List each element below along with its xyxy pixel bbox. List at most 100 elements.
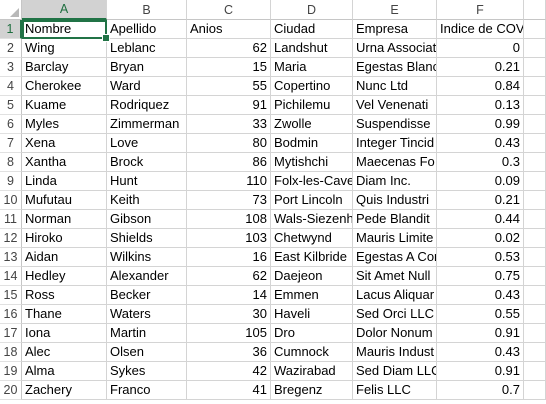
cell-apellido[interactable]: Wilkins [107, 248, 187, 267]
cell-empty[interactable] [524, 267, 546, 286]
cell-nombre[interactable]: Xena [22, 134, 107, 153]
row-header[interactable]: 16 [0, 305, 22, 324]
cell-nombre[interactable]: Ross [22, 286, 107, 305]
row-header[interactable]: 17 [0, 324, 22, 343]
cell-nombre[interactable]: Mufutau [22, 191, 107, 210]
cell-ciudad[interactable]: Wazirabad [271, 362, 353, 381]
cell-ciudad[interactable]: Haveli [271, 305, 353, 324]
row-header[interactable]: 14 [0, 267, 22, 286]
cell-empresa[interactable]: Egestas Blanc [353, 58, 437, 77]
cell-apellido[interactable]: Rodriquez [107, 96, 187, 115]
cell-anios[interactable]: 16 [187, 248, 271, 267]
column-header-d[interactable]: D [271, 0, 353, 20]
cell-e1-empresa-header[interactable]: Empresa [353, 20, 437, 39]
cell-nombre[interactable]: Linda [22, 172, 107, 191]
cell-nombre[interactable]: Barclay [22, 58, 107, 77]
cell-apellido[interactable]: Ward [107, 77, 187, 96]
cell-indice[interactable]: 0.55 [437, 305, 524, 324]
fill-handle[interactable] [102, 34, 110, 42]
column-header-c[interactable]: C [187, 0, 271, 20]
cell-ciudad[interactable]: Port Lincoln [271, 191, 353, 210]
cell-anios[interactable]: 42 [187, 362, 271, 381]
column-header-a[interactable]: A [22, 0, 107, 20]
cell-apellido[interactable]: Leblanc [107, 39, 187, 58]
row-header[interactable]: 8 [0, 153, 22, 172]
row-header[interactable]: 3 [0, 58, 22, 77]
column-header-b[interactable]: B [107, 0, 187, 20]
cell-c1-anios-header[interactable]: Anios [187, 20, 271, 39]
row-header[interactable]: 13 [0, 248, 22, 267]
cell-ciudad[interactable]: Wals-Siezenh [271, 210, 353, 229]
cell-apellido[interactable]: Martin [107, 324, 187, 343]
cell-anios[interactable]: 15 [187, 58, 271, 77]
cell-indice[interactable]: 0.13 [437, 96, 524, 115]
cell-empresa[interactable]: Sit Amet Null [353, 267, 437, 286]
cell-ciudad[interactable]: Daejeon [271, 267, 353, 286]
cell-apellido[interactable]: Sykes [107, 362, 187, 381]
cell-empty[interactable] [524, 248, 546, 267]
cell-ciudad[interactable]: Bodmin [271, 134, 353, 153]
cell-ciudad[interactable]: Zwolle [271, 115, 353, 134]
row-header[interactable]: 7 [0, 134, 22, 153]
cell-nombre[interactable]: Iona [22, 324, 107, 343]
row-header[interactable]: 15 [0, 286, 22, 305]
cell-empresa[interactable]: Diam Inc. [353, 172, 437, 191]
cell-empresa[interactable]: Urna Associat [353, 39, 437, 58]
cell-apellido[interactable]: Shields [107, 229, 187, 248]
cell-empresa[interactable]: Vel Venenati [353, 96, 437, 115]
cell-empresa[interactable]: Quis Industri [353, 191, 437, 210]
cell-apellido[interactable]: Keith [107, 191, 187, 210]
cell-empty[interactable] [524, 324, 546, 343]
cell-empresa[interactable]: Integer Tincid [353, 134, 437, 153]
cell-indice[interactable]: 0.7 [437, 381, 524, 400]
cell-empty[interactable] [524, 381, 546, 400]
cell-apellido[interactable]: Franco [107, 381, 187, 400]
cell-indice[interactable]: 0.44 [437, 210, 524, 229]
cell-nombre[interactable]: Hedley [22, 267, 107, 286]
cell-empty[interactable] [524, 134, 546, 153]
cell-empty[interactable] [524, 77, 546, 96]
cell-empty[interactable] [524, 172, 546, 191]
cell-nombre[interactable]: Norman [22, 210, 107, 229]
cell-anios[interactable]: 62 [187, 267, 271, 286]
cell-ciudad[interactable]: Chetwynd [271, 229, 353, 248]
select-all-button[interactable] [0, 0, 22, 20]
cell-empty[interactable] [524, 362, 546, 381]
cell-g1[interactable] [524, 20, 546, 39]
cell-ciudad[interactable]: Mytishchi [271, 153, 353, 172]
cell-empty[interactable] [524, 343, 546, 362]
cell-ciudad[interactable]: Landshut [271, 39, 353, 58]
row-header[interactable]: 18 [0, 343, 22, 362]
cell-empty[interactable] [524, 229, 546, 248]
cell-empty[interactable] [524, 39, 546, 58]
cell-ciudad[interactable]: Bregenz [271, 381, 353, 400]
column-header-f[interactable]: F [437, 0, 524, 20]
cell-ciudad[interactable]: Cumnock [271, 343, 353, 362]
cell-indice[interactable]: 0.09 [437, 172, 524, 191]
cell-indice[interactable]: 0.53 [437, 248, 524, 267]
cell-empresa[interactable]: Mauris Limite [353, 229, 437, 248]
cell-indice[interactable]: 0 [437, 39, 524, 58]
cell-indice[interactable]: 0.43 [437, 134, 524, 153]
row-header[interactable]: 11 [0, 210, 22, 229]
cell-apellido[interactable]: Gibson [107, 210, 187, 229]
cell-anios[interactable]: 91 [187, 96, 271, 115]
cell-apellido[interactable]: Bryan [107, 58, 187, 77]
cell-apellido[interactable]: Love [107, 134, 187, 153]
cell-anios[interactable]: 62 [187, 39, 271, 58]
cell-anios[interactable]: 14 [187, 286, 271, 305]
cell-empresa[interactable]: Nunc Ltd [353, 77, 437, 96]
cell-anios[interactable]: 108 [187, 210, 271, 229]
cell-empty[interactable] [524, 96, 546, 115]
cell-ciudad[interactable]: Emmen [271, 286, 353, 305]
cell-a1-nombre-header[interactable]: Nombre [22, 20, 110, 42]
cell-apellido[interactable]: Olsen [107, 343, 187, 362]
cell-nombre[interactable]: Alma [22, 362, 107, 381]
cell-nombre[interactable]: Zachery [22, 381, 107, 400]
cell-nombre[interactable]: Hiroko [22, 229, 107, 248]
row-header[interactable]: 20 [0, 381, 22, 400]
cell-anios[interactable]: 105 [187, 324, 271, 343]
cell-ciudad[interactable]: Copertino [271, 77, 353, 96]
cell-anios[interactable]: 73 [187, 191, 271, 210]
cell-indice[interactable]: 0.43 [437, 286, 524, 305]
